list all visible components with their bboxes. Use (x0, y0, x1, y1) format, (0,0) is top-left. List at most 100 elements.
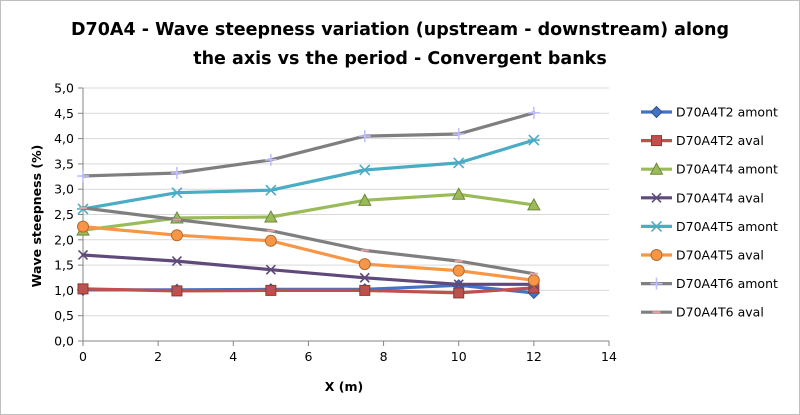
y-tick-label: 2,5 (54, 207, 74, 222)
data-point (265, 284, 277, 296)
data-point (357, 193, 372, 206)
data-point (359, 272, 370, 283)
x-tick-label: 6 (304, 349, 312, 364)
x-tick-label: 2 (154, 349, 162, 364)
legend-item: D70A4T4 amont (641, 162, 778, 177)
legend-item: D70A4T4 aval (641, 190, 764, 205)
x-tick-label: 14 (601, 349, 617, 364)
axes: 0,0 0,5 1,0 1,5 2,0 2,5 3,0 3,5 4,0 4,5 5,0 0 2 4 6 8 10… (54, 81, 617, 365)
legend-label: D70A4T5 aval (676, 248, 764, 263)
x-axis-label: X (m) (325, 379, 363, 394)
plot-series (76, 106, 541, 300)
x-tick-label: 4 (229, 349, 237, 364)
data-point (77, 283, 89, 295)
legend-label: D70A4T6 amont (676, 276, 778, 291)
data-point (170, 187, 183, 199)
data-point (359, 284, 371, 296)
legend-item: D70A4T2 amont (641, 105, 778, 120)
legend-label: D70A4T5 amont (676, 219, 778, 234)
series-line-7 (81, 206, 536, 276)
legend-marker (651, 192, 662, 203)
series-2 (76, 187, 541, 236)
legend-label: D70A4T2 aval (676, 133, 764, 148)
x-tick-label: 8 (380, 349, 388, 364)
legend-marker (651, 135, 662, 147)
data-point (453, 287, 465, 299)
y-tick-label: 0,0 (54, 334, 74, 349)
data-point (264, 209, 278, 223)
data-point (265, 264, 276, 275)
legend-marker (649, 162, 664, 175)
y-tick-label: 1,5 (54, 258, 74, 273)
data-point-stroke (453, 279, 464, 290)
legend-marker (650, 220, 663, 232)
data-point (358, 130, 371, 143)
data-point (264, 153, 277, 166)
data-point (171, 285, 183, 297)
data-point (170, 167, 183, 180)
y-tick-label: 3,0 (54, 182, 74, 197)
x-tick-label: 12 (526, 349, 542, 364)
y-tick-label: 4,0 (54, 131, 74, 146)
data-point (264, 234, 277, 247)
y-axis-label: Wave steepness (%) (29, 145, 44, 288)
series-6 (77, 106, 540, 183)
legend-label: D70A4T6 aval (676, 305, 764, 320)
data-point (77, 220, 89, 233)
series-3 (77, 249, 539, 290)
legend-marker (650, 277, 663, 290)
data-point (527, 197, 541, 211)
legend-item: D70A4T5 amont (641, 219, 778, 234)
y-tick-label: 1,0 (54, 283, 74, 298)
data-point (77, 249, 89, 261)
data-point (453, 279, 464, 290)
data-point-stroke (265, 264, 276, 275)
legend-marker (650, 249, 663, 261)
data-point (452, 157, 465, 169)
x-tick-label: 10 (451, 349, 467, 364)
chart-title-line-2: the axis vs the period - Convergent bank… (193, 49, 607, 69)
data-point (77, 170, 89, 183)
data-point (452, 128, 465, 141)
y-tick-label: 3,5 (54, 156, 74, 171)
data-point (527, 134, 540, 146)
y-tick-label: 2,0 (54, 232, 74, 247)
series-5 (77, 220, 540, 287)
legend-label: D70A4T2 amont (676, 105, 778, 120)
data-point (264, 184, 277, 196)
series-line-3 (81, 253, 536, 286)
legend: D70A4T2 amont D70A4T2 aval D70A4T4 amont D7… (641, 105, 778, 320)
data-point (527, 106, 540, 119)
data-point (358, 164, 371, 176)
series-line-4 (81, 138, 536, 211)
data-point-stroke (77, 249, 89, 261)
data-point (171, 255, 182, 267)
series-7 (79, 206, 538, 276)
legend-item: D70A4T6 amont (641, 276, 778, 291)
series-line-6 (81, 111, 536, 178)
series-line-2 (81, 192, 536, 232)
legend-label: D70A4T4 amont (676, 162, 778, 177)
y-tick-label: 5,0 (54, 81, 74, 96)
y-tick-label: 0,5 (54, 308, 74, 323)
chart-title-line-1: D70A4 - Wave steepness variation (upstre… (71, 20, 729, 40)
x-tick-label: 0 (79, 349, 87, 364)
data-point (170, 229, 183, 242)
data-point-stroke (359, 272, 370, 283)
legend-marker (650, 105, 663, 119)
data-point (452, 264, 465, 277)
y-tick-label: 4,5 (54, 106, 74, 121)
legend-label: D70A4T4 aval (676, 190, 764, 205)
series-line-5 (81, 225, 536, 282)
legend-item: D70A4T6 aval (641, 305, 764, 320)
data-point-stroke (171, 255, 182, 267)
legend-item: D70A4T5 aval (641, 248, 764, 263)
legend-item: D70A4T2 aval (641, 133, 764, 148)
legend-marker-stroke (651, 192, 662, 203)
series-line-1 (81, 286, 536, 295)
data-point (451, 187, 466, 200)
data-point (527, 274, 540, 287)
data-point (358, 258, 371, 271)
